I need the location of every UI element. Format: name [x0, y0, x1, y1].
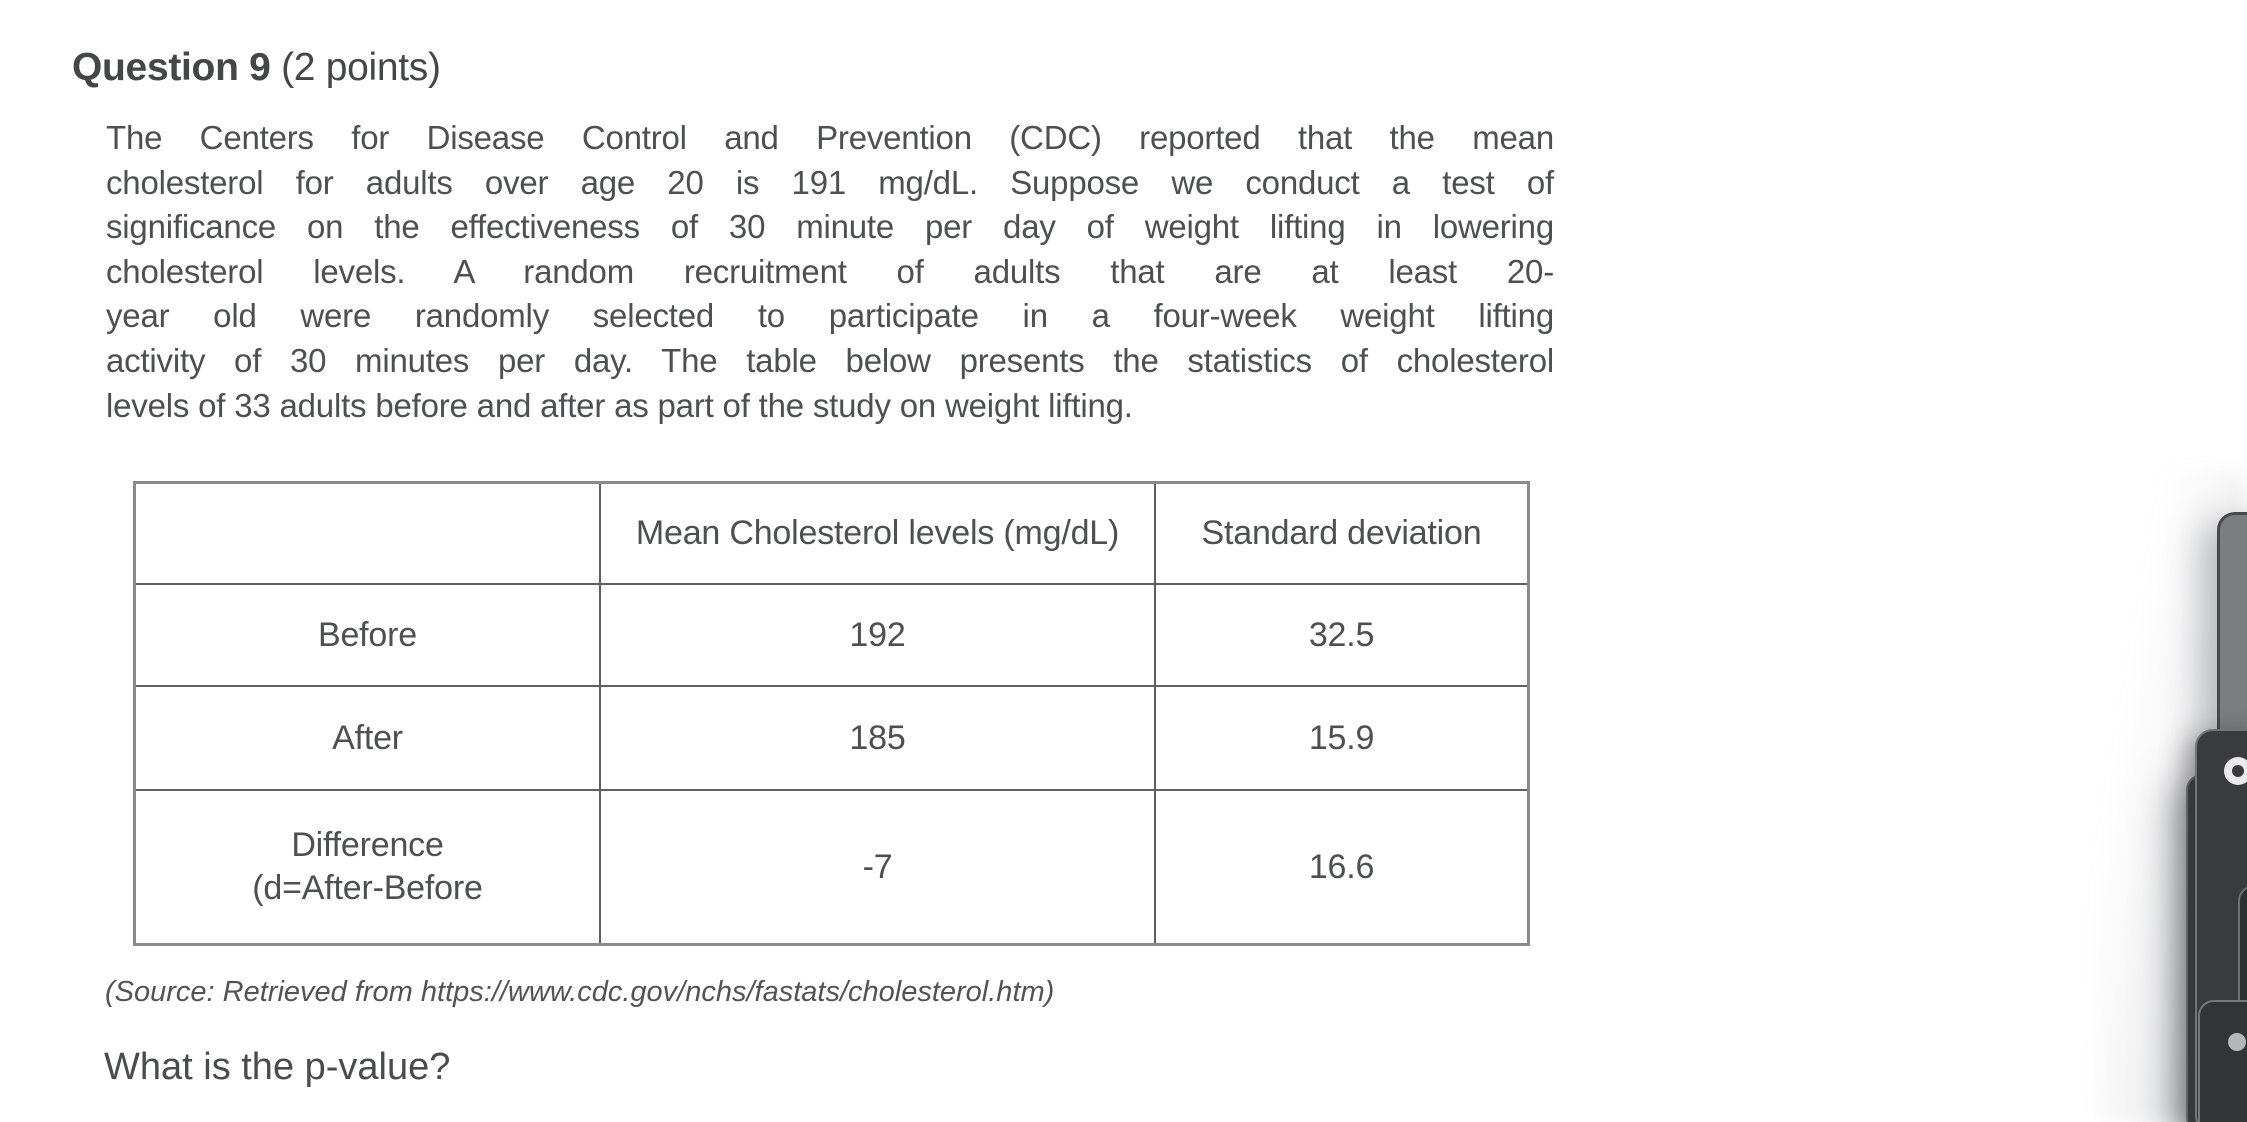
paragraph-line: significance on the effectiveness of 30 …	[106, 208, 1554, 246]
phone-card-gray	[2217, 512, 2247, 748]
camera-lens-center	[2232, 765, 2244, 777]
question-prompt: What is the p-value?	[104, 1046, 451, 1088]
question-paragraph: The Centers for Disease Control and Prev…	[106, 116, 1554, 428]
table-cell-after-label: After	[136, 687, 601, 791]
table-cell-after-sd: 15.9	[1156, 687, 1527, 791]
table-cell-difference-mean: -7	[601, 791, 1156, 943]
paragraph-line: levels of 33 adults before and after as …	[106, 386, 1133, 424]
paragraph-line: cholesterol levels. A random recruitment…	[106, 252, 1554, 290]
table-cell-before-mean: 192	[601, 585, 1156, 687]
source-note: (Source: Retrieved from https://www.cdc.…	[105, 976, 1055, 1008]
table-cell-after-mean: 185	[601, 687, 1156, 791]
difference-label-line2: (d=After-Before	[252, 869, 483, 907]
difference-label-line1: Difference	[291, 826, 444, 864]
table-cell-difference-label: Difference (d=After-Before	[136, 791, 601, 943]
table-header-empty	[136, 484, 601, 585]
table-header-mean: Mean Cholesterol levels (mg/dL)	[601, 484, 1156, 585]
question-number: Question 9	[72, 46, 271, 89]
question-points: (2 points)	[270, 46, 441, 89]
table-cell-before-sd: 32.5	[1156, 585, 1527, 687]
phone-card-bottom	[2198, 1000, 2247, 1122]
table-cell-before-label: Before	[136, 585, 601, 687]
table-header-sd: Standard deviation	[1156, 484, 1527, 585]
table-cell-difference-sd: 16.6	[1308, 847, 1375, 886]
paragraph-line: activity of 30 minutes per day. The tabl…	[106, 341, 1554, 379]
question-title: Question 9 (2 points)	[72, 46, 441, 90]
camera-dot-icon	[2228, 1033, 2246, 1051]
statistics-table: Mean Cholesterol levels (mg/dL) Standard…	[133, 481, 1530, 946]
camera-lens-icon	[2224, 757, 2247, 785]
paragraph-line: year old were randomly selected to parti…	[106, 297, 1554, 335]
paragraph-line: The Centers for Disease Control and Prev…	[106, 119, 1554, 156]
paragraph-line: cholesterol for adults over age 20 is 19…	[106, 163, 1554, 201]
